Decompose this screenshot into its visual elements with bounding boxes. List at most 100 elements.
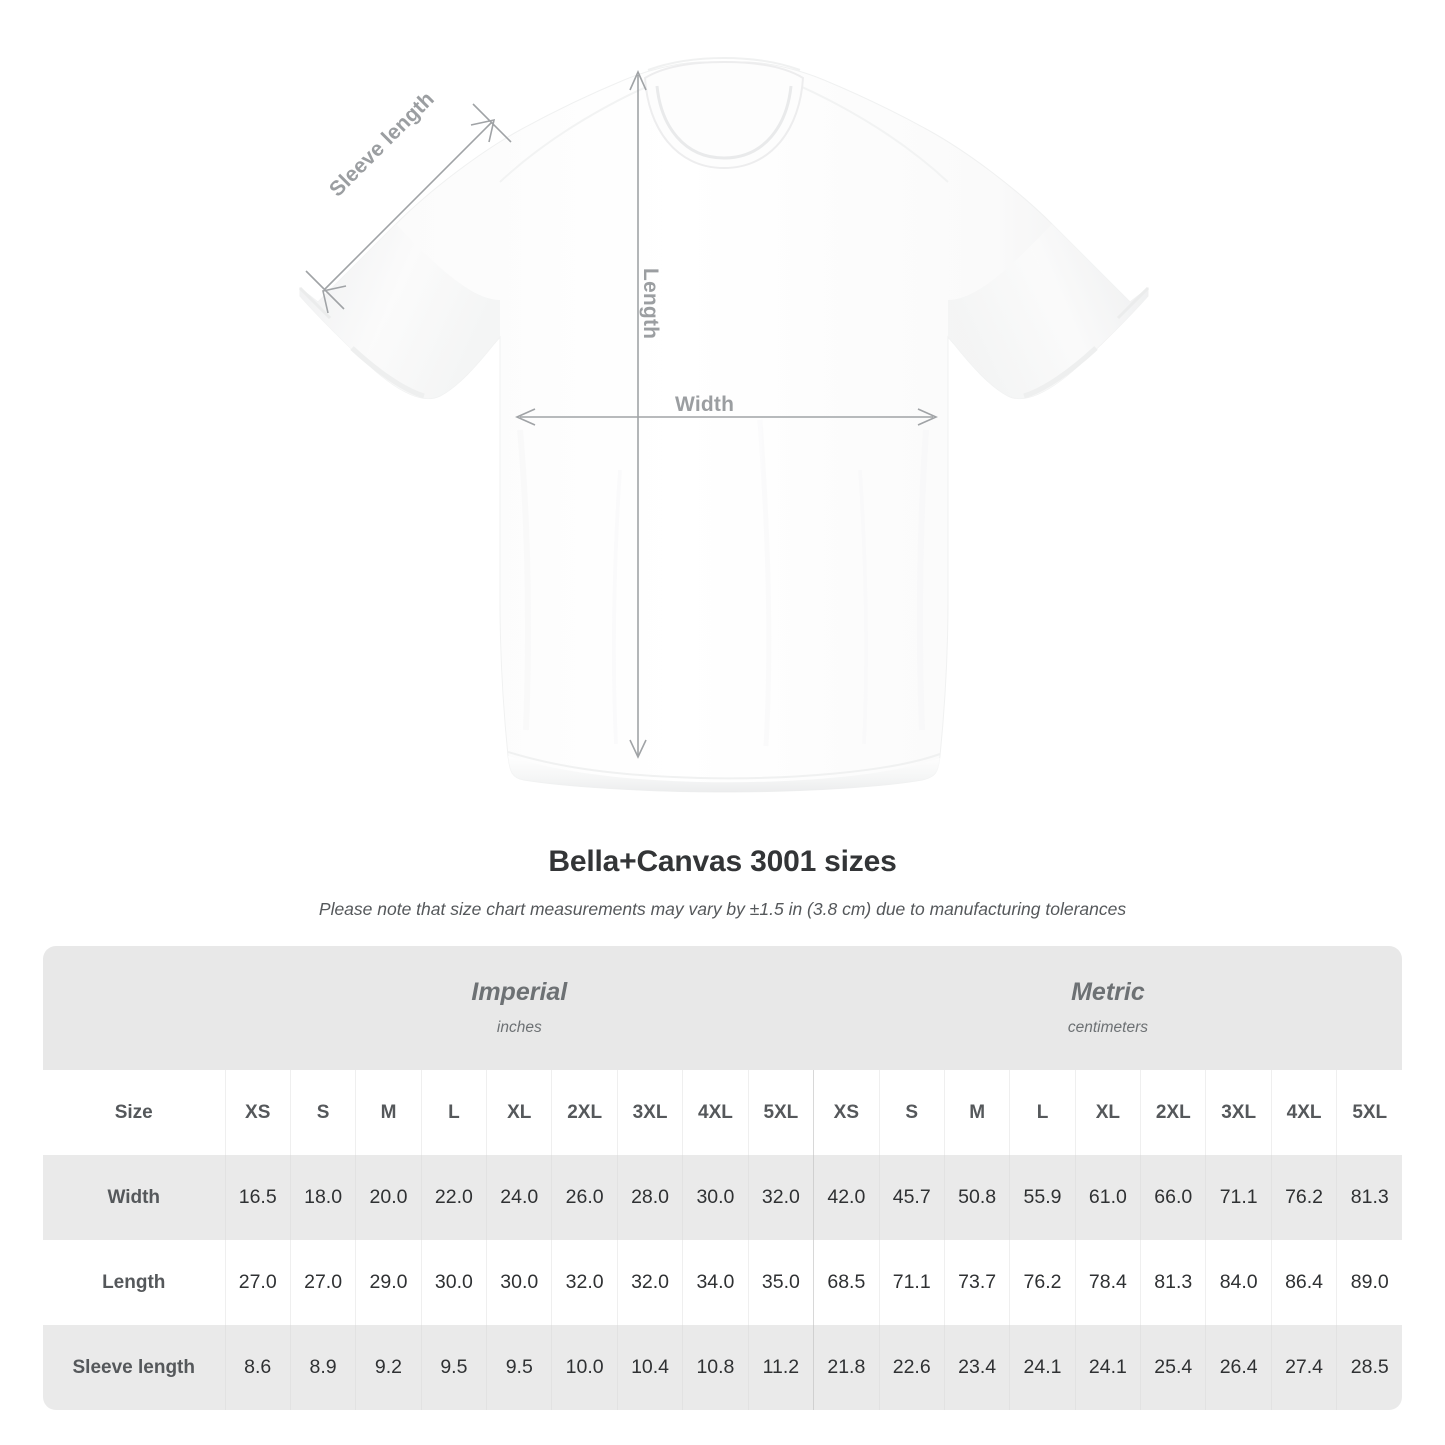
right-sleeve — [948, 224, 1148, 399]
cell-length-metric-s: 71.1 — [878, 1240, 945, 1325]
tshirt-diagram: Sleeve length Length Width — [298, 56, 1150, 793]
cell-sleeve-metric-3xl: 26.4 — [1205, 1325, 1272, 1410]
cell-width-metric-3xl: 71.1 — [1205, 1155, 1272, 1240]
collar-inner-edge — [655, 85, 793, 160]
unit-band-row: Imperial inches Metric centimeters — [43, 946, 1402, 1070]
cell-width-imperial-xs: 16.5 — [224, 1155, 291, 1240]
cell-width-imperial-5xl: 32.0 — [747, 1155, 814, 1240]
table-row: Length 27.0 27.0 29.0 30.0 30.0 32.0 32.… — [43, 1240, 1402, 1325]
size-header-row: Size XS S M L XL 2XL 3XL 4XL 5XL XS S M … — [43, 1070, 1402, 1155]
right-sleeve-hem — [1116, 286, 1150, 320]
cell-sleeve-imperial-l: 9.5 — [420, 1325, 487, 1410]
tolerance-note: Please note that size chart measurements… — [318, 899, 1127, 919]
cell-width-imperial-l: 22.0 — [420, 1155, 487, 1240]
measurement-lines — [305, 70, 938, 759]
title-block: Bella+Canvas 3001 sizes Please note that… — [0, 845, 1445, 920]
collar-band — [643, 60, 805, 170]
size-col-metric-2xl: 2XL — [1140, 1070, 1206, 1155]
sleeve-arrow-upper — [470, 118, 496, 143]
hem-stitch — [507, 751, 941, 780]
cell-length-metric-5xl: 89.0 — [1336, 1240, 1402, 1325]
size-col-metric-3xl: 3XL — [1205, 1070, 1272, 1155]
cell-sleeve-metric-s: 22.6 — [878, 1325, 945, 1410]
size-col-metric-l: L — [1009, 1070, 1076, 1155]
row-label-length: Length — [43, 1240, 225, 1325]
cell-length-metric-3xl: 84.0 — [1205, 1240, 1272, 1325]
size-col-imperial-2xl: 2XL — [551, 1070, 618, 1155]
fabric-folds — [517, 419, 929, 747]
cell-sleeve-metric-5xl: 28.5 — [1336, 1325, 1402, 1410]
cell-width-metric-l: 55.9 — [1009, 1155, 1076, 1240]
size-col-imperial-l: L — [420, 1070, 487, 1155]
cell-width-imperial-3xl: 28.0 — [616, 1155, 683, 1240]
bottom-hem — [508, 756, 940, 792]
tshirt-illustration — [298, 56, 1150, 793]
size-col-metric-s: S — [878, 1070, 945, 1155]
size-col-imperial-s: S — [289, 1070, 356, 1155]
page-title: Bella+Canvas 3001 sizes — [548, 845, 897, 878]
cell-width-imperial-2xl: 26.0 — [551, 1155, 618, 1240]
cell-width-metric-4xl: 76.2 — [1270, 1155, 1337, 1240]
size-col-imperial-5xl: 5XL — [747, 1070, 814, 1155]
cell-width-metric-xl: 61.0 — [1074, 1155, 1141, 1240]
cell-width-metric-s: 45.7 — [878, 1155, 945, 1240]
left-sleeve — [300, 224, 500, 399]
cell-length-imperial-2xl: 32.0 — [551, 1240, 618, 1325]
cell-sleeve-metric-xl: 24.1 — [1074, 1325, 1141, 1410]
cell-sleeve-metric-4xl: 27.4 — [1270, 1325, 1337, 1410]
sleeve-tick-lower — [305, 270, 345, 310]
unit-sub-metric: centimeters — [1067, 1018, 1148, 1036]
cell-width-metric-5xl: 81.3 — [1336, 1155, 1402, 1240]
cell-length-metric-l: 76.2 — [1009, 1240, 1076, 1325]
cell-sleeve-metric-m: 23.4 — [943, 1325, 1010, 1410]
cell-sleeve-imperial-2xl: 10.0 — [551, 1325, 618, 1410]
cell-length-imperial-5xl: 35.0 — [747, 1240, 814, 1325]
cell-sleeve-metric-l: 24.1 — [1009, 1325, 1076, 1410]
size-col-metric-4xl: 4XL — [1270, 1070, 1337, 1155]
left-sleeve-cuff — [350, 346, 425, 399]
size-col-metric-5xl: 5XL — [1336, 1070, 1402, 1155]
length-arrow-bottom — [629, 739, 647, 759]
cell-sleeve-imperial-3xl: 10.4 — [616, 1325, 683, 1410]
length-label: Length — [639, 268, 662, 340]
width-arrow-right — [917, 408, 938, 426]
size-col-metric-xs: XS — [813, 1070, 880, 1155]
cell-width-metric-m: 50.8 — [943, 1155, 1010, 1240]
cell-length-imperial-l: 30.0 — [420, 1240, 487, 1325]
cell-length-metric-2xl: 81.3 — [1140, 1240, 1206, 1325]
cell-length-imperial-s: 27.0 — [289, 1240, 356, 1325]
cell-width-imperial-m: 20.0 — [355, 1155, 422, 1240]
cell-sleeve-imperial-xl: 9.5 — [486, 1325, 552, 1410]
cell-sleeve-imperial-5xl: 11.2 — [747, 1325, 814, 1410]
cell-length-imperial-xl: 30.0 — [486, 1240, 552, 1325]
sleeve-tick-upper — [472, 103, 512, 143]
cell-sleeve-metric-xs: 21.8 — [813, 1325, 880, 1410]
unit-band-spacer — [43, 946, 225, 1070]
size-col-imperial-m: M — [355, 1070, 422, 1155]
cell-width-imperial-s: 18.0 — [289, 1155, 356, 1240]
cell-width-metric-xs: 42.0 — [813, 1155, 880, 1240]
size-col-imperial-3xl: 3XL — [616, 1070, 683, 1155]
sleeve-line — [324, 121, 493, 290]
table-row: Width 16.5 18.0 20.0 22.0 24.0 26.0 28.0… — [43, 1155, 1402, 1240]
cell-width-metric-2xl: 66.0 — [1140, 1155, 1206, 1240]
left-sleeve-hem — [298, 286, 332, 320]
cell-length-metric-m: 73.7 — [943, 1240, 1010, 1325]
cell-sleeve-imperial-4xl: 10.8 — [682, 1325, 749, 1410]
cell-length-metric-xl: 78.4 — [1074, 1240, 1141, 1325]
unit-name-metric: Metric — [1071, 978, 1145, 1007]
cell-sleeve-imperial-xs: 8.6 — [224, 1325, 291, 1410]
cell-length-imperial-4xl: 34.0 — [682, 1240, 749, 1325]
cell-width-imperial-xl: 24.0 — [486, 1155, 552, 1240]
cell-sleeve-imperial-s: 8.9 — [289, 1325, 356, 1410]
cell-width-imperial-4xl: 30.0 — [682, 1155, 749, 1240]
width-label: Width — [675, 393, 735, 416]
unit-name-imperial: Imperial — [471, 978, 568, 1007]
size-col-metric-xl: XL — [1074, 1070, 1141, 1155]
width-arrow-left — [515, 408, 536, 426]
sleeve-arrow-lower — [322, 285, 347, 314]
cell-length-imperial-m: 29.0 — [355, 1240, 422, 1325]
size-chart-table: Imperial inches Metric centimeters Size … — [43, 946, 1402, 1410]
size-col-imperial-4xl: 4XL — [682, 1070, 749, 1155]
collar-top-edge — [647, 56, 801, 71]
